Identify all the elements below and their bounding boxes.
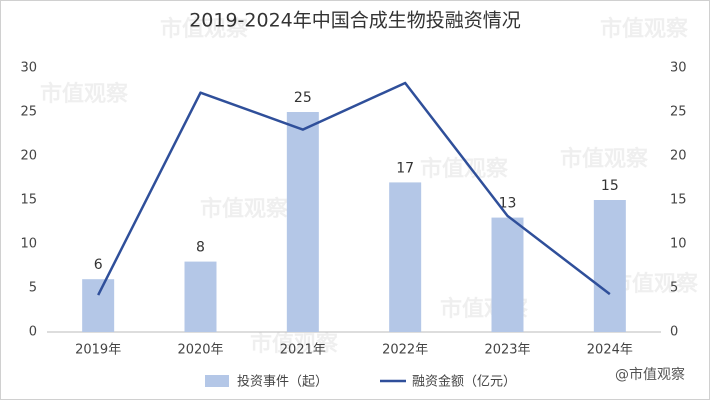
line [97, 81, 611, 296]
y2-tick-label: 15 [670, 193, 687, 208]
y-tick-label: 5 [29, 281, 37, 296]
watermark: 市值观察 [250, 331, 339, 357]
y-tick-label: 20 [20, 149, 37, 164]
y-tick-label: 25 [20, 105, 37, 120]
bar [286, 112, 319, 332]
watermark: 市值观察 [200, 196, 289, 222]
x-tick-label: 2023年 [484, 343, 530, 358]
x-tick-label: 2022年 [382, 343, 428, 358]
watermark: 市值观察 [40, 81, 129, 107]
y-tick-label: 15 [20, 193, 37, 208]
bar [82, 279, 115, 332]
bar [593, 200, 626, 332]
y-tick-label: 0 [29, 325, 37, 340]
x-tick-label: 2024年 [587, 343, 633, 358]
legend-label: 投资事件（起） [237, 374, 328, 390]
bar [491, 217, 524, 332]
legend-swatch [205, 375, 229, 387]
watermark: 市值观察 [560, 146, 649, 172]
y2-tick-label: 20 [670, 149, 687, 164]
y-tick-label: 10 [20, 237, 37, 252]
data-label: 13 [499, 196, 517, 212]
data-label: 6 [94, 257, 103, 273]
data-label: 8 [196, 240, 205, 256]
watermark: 市值观察 [600, 16, 689, 42]
chart-title: 2019-2024年中国合成生物投融资情况 [189, 10, 521, 32]
y2-tick-label: 30 [670, 61, 687, 76]
y2-tick-label: 0 [670, 325, 678, 340]
y2-tick-label: 25 [670, 105, 687, 120]
watermark: 市值观察 [160, 16, 249, 42]
x-tick-label: 2019年 [75, 343, 121, 358]
data-label: 15 [601, 178, 619, 194]
legend-label: 融资金额（亿元） [412, 374, 516, 390]
data-label: 17 [396, 160, 414, 176]
y-tick-label: 30 [20, 61, 37, 76]
credit: @市值观察 [615, 366, 685, 383]
y2-tick-label: 5 [670, 281, 678, 296]
y2-tick-label: 10 [670, 237, 687, 252]
bar [389, 182, 422, 332]
x-tick-label: 2021年 [280, 343, 326, 358]
data-label: 25 [294, 90, 312, 106]
x-tick-label: 2020年 [177, 343, 223, 358]
bar [184, 261, 217, 332]
